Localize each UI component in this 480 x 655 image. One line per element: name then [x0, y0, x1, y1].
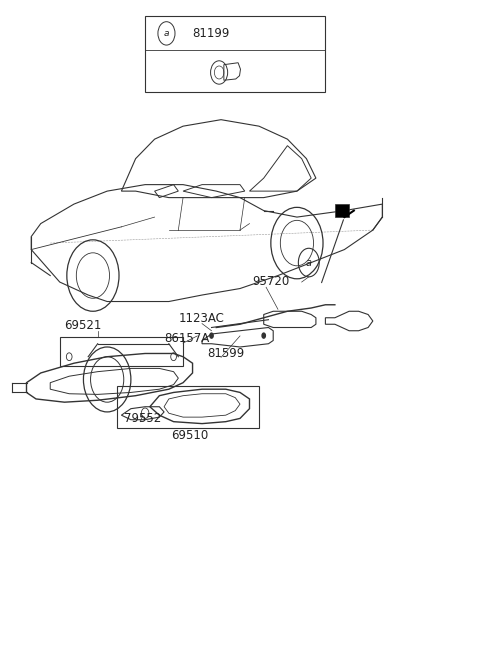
Text: 69521: 69521 [64, 319, 102, 332]
Circle shape [261, 332, 266, 339]
Text: 95720: 95720 [252, 275, 289, 288]
Text: 81599: 81599 [207, 346, 244, 360]
Text: a: a [306, 257, 312, 267]
Circle shape [209, 332, 214, 339]
Text: 81199: 81199 [192, 27, 230, 40]
Text: 86157A: 86157A [164, 332, 209, 345]
Bar [117, 386, 259, 428]
Polygon shape [335, 204, 349, 217]
Bar [145, 16, 325, 92]
Text: 1123AC: 1123AC [179, 312, 224, 326]
Text: 79552: 79552 [124, 412, 161, 424]
Text: 69510: 69510 [171, 429, 208, 442]
Text: a: a [164, 29, 169, 38]
Bar [60, 337, 183, 366]
